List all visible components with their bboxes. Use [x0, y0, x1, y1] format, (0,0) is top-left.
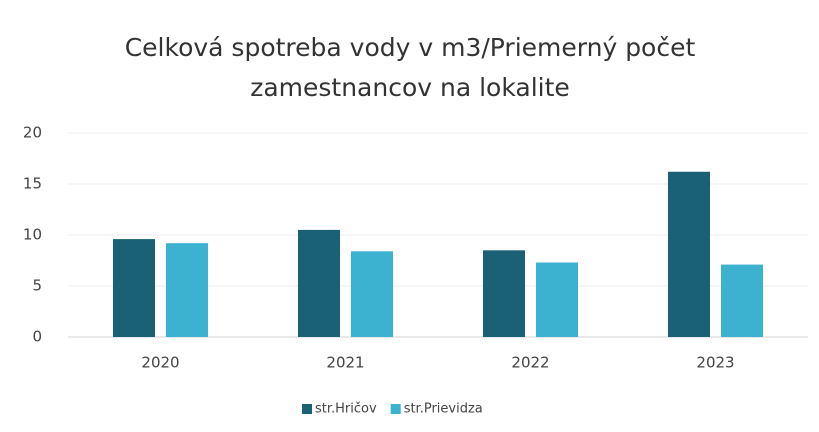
legend-swatch	[390, 404, 401, 414]
legend-swatch	[302, 404, 312, 414]
y-tick-label: 20	[23, 124, 42, 142]
bar	[351, 251, 393, 337]
x-tick-label: 2020	[141, 354, 179, 372]
y-tick-label: 0	[32, 328, 42, 346]
y-tick-label: 10	[23, 226, 42, 244]
y-tick-label: 5	[32, 277, 42, 295]
bar	[721, 264, 763, 337]
bar	[166, 243, 208, 337]
bar	[298, 229, 340, 337]
x-tick-label: 2022	[511, 354, 549, 372]
y-tick-label: 15	[23, 175, 42, 193]
chart-title: Celková spotreba vody v m3/Priemerný poč…	[124, 33, 696, 102]
legend-label: str.Prievidza	[404, 402, 483, 417]
bar	[113, 239, 155, 337]
x-tick-label: 2021	[326, 354, 364, 372]
x-tick-label: 2023	[696, 354, 734, 372]
legend-label: str.Hričov	[315, 402, 377, 417]
bar	[483, 250, 525, 337]
bar	[668, 171, 710, 337]
bar	[536, 262, 578, 337]
